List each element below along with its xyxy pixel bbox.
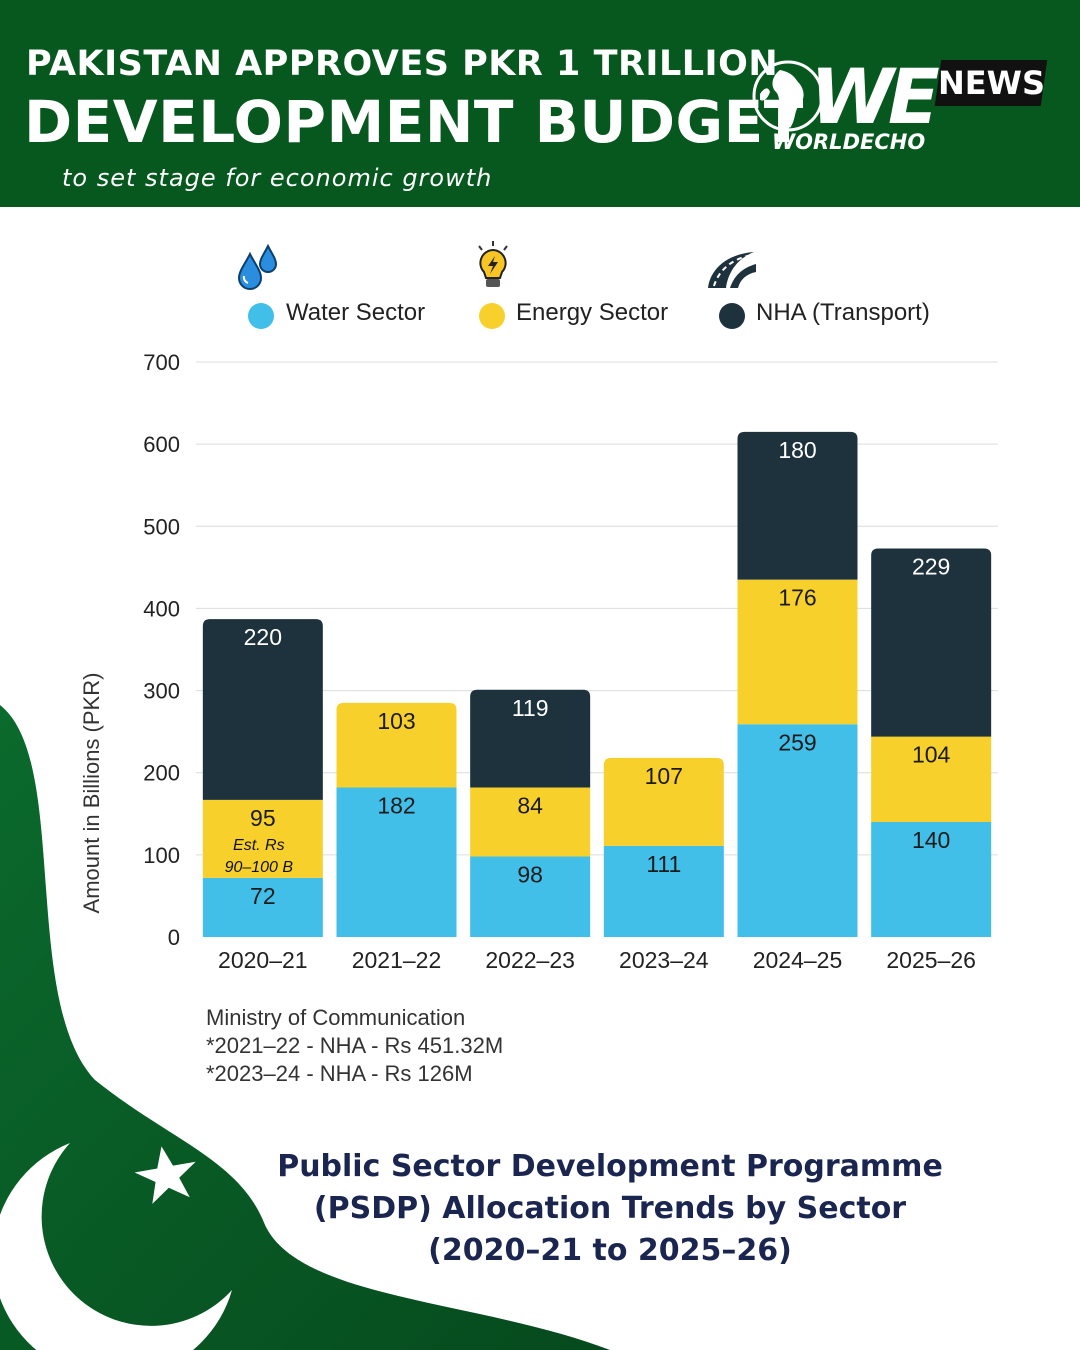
bar-stack: 111 107 [603, 757, 724, 937]
star-icon [134, 1146, 196, 1204]
bar-segment-nha [737, 431, 858, 580]
bar-segment-water [202, 877, 323, 937]
bar-segment-nha [871, 548, 992, 737]
headline-line-2: DEVELOPMENT BUDGET [24, 88, 804, 156]
bar-stack: 182 103 [336, 702, 457, 937]
highway-icon [708, 252, 756, 288]
bar-segment-nha [202, 619, 323, 800]
legend-label-energy: Energy Sector [516, 299, 669, 326]
data-label: 111 [646, 851, 681, 877]
legend-label-nha: NHA (Transport) [756, 299, 930, 326]
headline-line-1: PAKISTAN APPROVES PKR 1 TRILLION [26, 44, 779, 84]
bar-segment-energy [737, 579, 858, 725]
water-drops-icon [237, 244, 278, 290]
chart-caption-title: Public Sector Development Programme (PSD… [250, 1146, 970, 1272]
caption-line: Public Sector Development Programme [277, 1149, 943, 1184]
footnotes: Ministry of Communication *2021–22 - NHA… [206, 1004, 503, 1088]
bar-segment-water [336, 787, 457, 937]
x-category-label: 2022–23 [485, 947, 575, 973]
y-tick-label: 200 [143, 761, 180, 786]
data-label: 176 [778, 585, 816, 611]
legend-dot-water [248, 303, 274, 329]
bars: 72 95 Est. Rs 90–100 B 220 182 103 98 84 119 111 10… [202, 431, 992, 937]
bar-segment-energy [603, 757, 724, 846]
logo-brand: WORLDECHO [772, 130, 926, 154]
data-label: 104 [912, 742, 951, 768]
data-label: 259 [778, 729, 816, 755]
y-tick-label: 500 [143, 514, 180, 539]
x-category-label: 2025–26 [886, 947, 976, 973]
bar-segment-water [470, 856, 591, 937]
data-label: 107 [645, 763, 683, 789]
footnote-line: Ministry of Communication [206, 1005, 466, 1030]
x-category-label: 2021–22 [352, 947, 442, 973]
bar-segment-water [603, 845, 724, 937]
data-label: 119 [512, 695, 549, 721]
data-label: 72 [250, 883, 276, 909]
y-tick-label: 300 [143, 679, 180, 704]
x-category-label: 2020–21 [218, 947, 308, 973]
bar-segment-energy [202, 799, 323, 878]
x-category-label: 2023–24 [619, 947, 709, 973]
caption-line: (2020–21 to 2025–26) [428, 1233, 792, 1268]
caption-line: (PSDP) Allocation Trends by Sector [313, 1191, 907, 1226]
footnote-line: *2023–24 - NHA - Rs 126M [206, 1061, 473, 1086]
bar-segment-water [871, 822, 992, 937]
data-label: 98 [517, 862, 543, 888]
data-label: 220 [244, 624, 282, 650]
x-axis-categories: 2020–21 2021–22 2022–23 2023–24 2024–25 2025–… [218, 947, 976, 973]
y-tick-label: 700 [143, 350, 180, 375]
bar-segment-energy [871, 736, 992, 822]
data-label: 182 [377, 793, 415, 819]
stacked-bar-chart: 0 100 200 300 400 500 600 700 72 95 Est. Rs 90–100… [143, 350, 998, 973]
y-tick-label: 400 [143, 596, 180, 621]
data-label: 103 [377, 708, 415, 734]
grid-lines [196, 361, 998, 856]
legend-dot-energy [479, 303, 505, 329]
bar-segment-energy [336, 702, 457, 788]
annotation-note: 90–100 B [225, 859, 294, 876]
logo-mark: WE [810, 52, 940, 141]
lightbulb-icon [478, 241, 508, 287]
data-label: 140 [912, 827, 950, 853]
crescent-icon [0, 1143, 232, 1350]
y-tick-label: 0 [168, 925, 180, 950]
headline-subtitle: to set stage for economic growth [62, 164, 493, 192]
annotation-note: Est. Rs [233, 837, 285, 854]
data-label: 229 [912, 553, 950, 579]
x-category-label: 2024–25 [753, 947, 843, 973]
y-tick-label: 600 [143, 432, 180, 457]
bar-segment-energy [470, 787, 591, 857]
bar-stack: 72 95 Est. Rs 90–100 B 220 [202, 619, 323, 937]
y-tick-label: 100 [143, 843, 180, 868]
bar-stack: 140 104 229 [871, 548, 992, 937]
globe-icon [752, 60, 824, 132]
bar-stack: 259 176 180 [737, 431, 858, 937]
data-label: 95 [250, 805, 276, 831]
bar-stack: 98 84 119 [470, 689, 591, 937]
legend-label-water: Water Sector [286, 299, 426, 326]
bar-segment-nha [470, 689, 591, 788]
data-label: 180 [778, 437, 816, 463]
header-banner: PAKISTAN APPROVES PKR 1 TRILLION DEVELOP… [0, 0, 1080, 207]
footnote-line: *2021–22 - NHA - Rs 451.32M [206, 1033, 504, 1058]
legend-dot-nha [719, 303, 745, 329]
bar-segment-water [737, 724, 858, 937]
worldecho-news-logo: WE NEWS WORLDECHO [748, 52, 1048, 162]
data-label: 84 [517, 793, 543, 819]
y-axis-ticks: 0 100 200 300 400 500 600 700 [143, 350, 180, 950]
